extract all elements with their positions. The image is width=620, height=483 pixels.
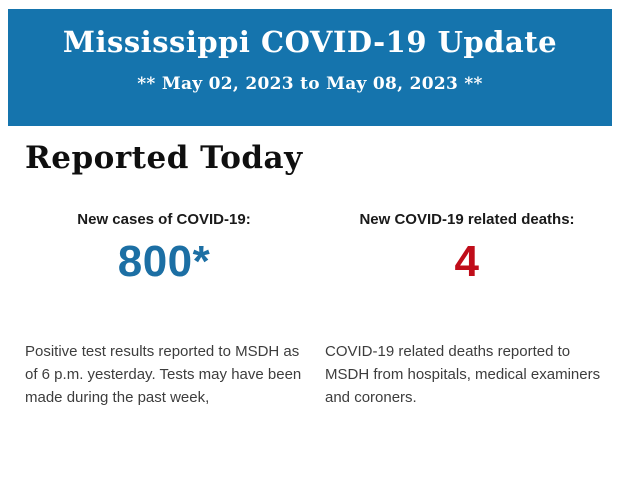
stat-value: 800* bbox=[117, 237, 211, 286]
stat-description: COVID-19 related deaths reported to MSDH… bbox=[325, 343, 601, 406]
stat-card-new-deaths: New COVID-19 related deaths: 4 COVID-19 … bbox=[325, 211, 609, 409]
stat-label: New COVID-19 related deaths: bbox=[359, 211, 575, 228]
stat-value: 4 bbox=[454, 237, 480, 286]
banner-subtitle: ** May 02, 2023 to May 08, 2023 ** bbox=[137, 74, 483, 94]
stat-description: Positive test results reported to MSDH a… bbox=[25, 343, 302, 406]
section-heading: Reported Today bbox=[25, 140, 303, 176]
stat-label: New cases of COVID-19: bbox=[77, 211, 251, 228]
header-banner: Mississippi COVID-19 Update ** May 02, 2… bbox=[8, 9, 612, 126]
stats-row: New cases of COVID-19: 800* Positive tes… bbox=[25, 211, 620, 409]
banner-title: Mississippi COVID-19 Update bbox=[62, 25, 558, 59]
stat-card-new-cases: New cases of COVID-19: 800* Positive tes… bbox=[25, 211, 303, 409]
